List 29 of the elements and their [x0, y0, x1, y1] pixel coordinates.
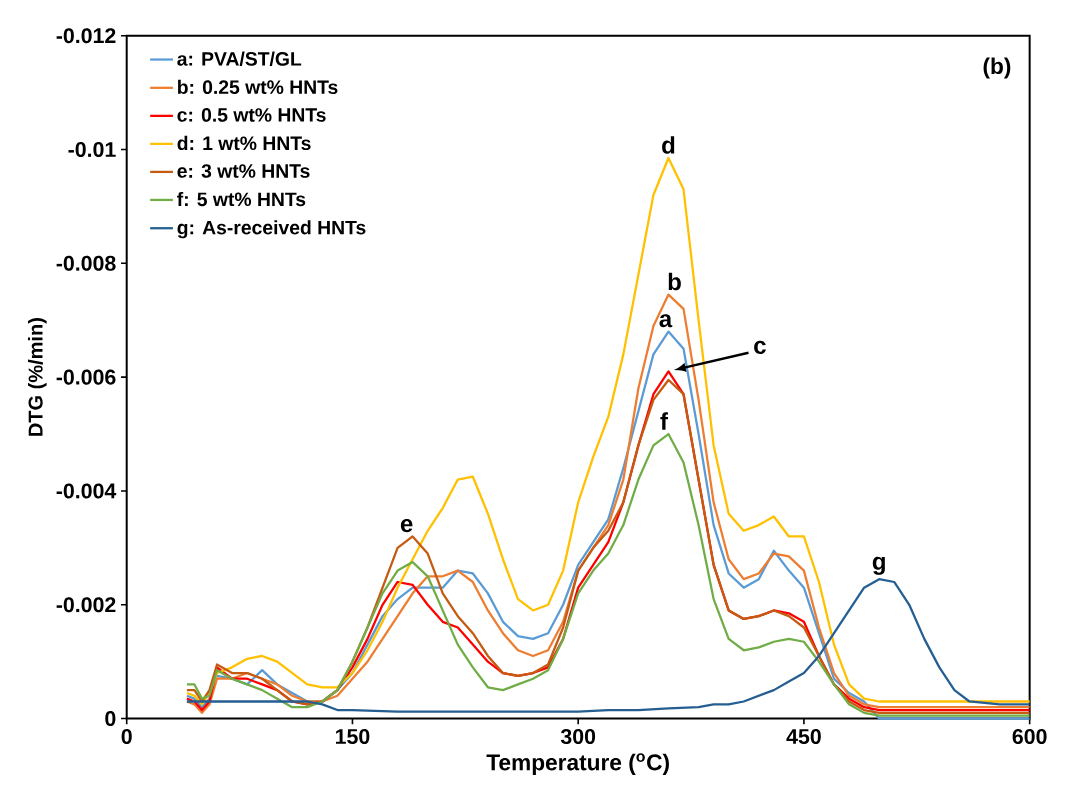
annotation: g — [872, 556, 885, 575]
y-tick-label: -0.008 — [56, 255, 116, 271]
y-tick-label: -0.002 — [56, 597, 116, 613]
annotation: a — [659, 314, 673, 328]
x-tick-label: 450 — [786, 728, 821, 744]
legend-label: g: As-received HNTs — [177, 220, 366, 239]
y-axis-title: DTG (%/min) — [27, 317, 47, 436]
legend-label: c: 0.5 wt% HNTs — [177, 107, 326, 122]
y-tick-label: -0.012 — [56, 28, 116, 44]
x-axis-title: Temperature ($^{o}$C) — [486, 753, 669, 775]
annotation: (b) — [983, 57, 1011, 79]
y-tick-label: -0.006 — [56, 369, 116, 385]
x-tick-label: 300 — [560, 728, 596, 744]
x-tick-label: 600 — [1012, 728, 1047, 744]
annotation: b — [668, 272, 681, 291]
legend-label: e: 3 wt% HNTs — [177, 164, 310, 178]
annotation: e — [400, 518, 413, 533]
x-tick-label: 0 — [121, 728, 132, 744]
x-tick-label: 150 — [335, 728, 370, 744]
legend-label: b: 0.25 wt% HNTs — [178, 79, 338, 94]
annotation: d — [662, 136, 675, 154]
legend-label: f: 5 wt% HNTs — [177, 191, 306, 207]
y-tick-label: -0.004 — [56, 483, 117, 499]
y-tick-label: 0 — [105, 710, 116, 726]
y-tick-label: -0.01 — [68, 141, 116, 157]
annotation: c — [754, 340, 766, 354]
annotation: f — [660, 412, 669, 430]
legend-label: a: PVA/ST/GL — [177, 51, 302, 66]
legend-label: d: 1 wt% HNTs — [177, 135, 311, 150]
